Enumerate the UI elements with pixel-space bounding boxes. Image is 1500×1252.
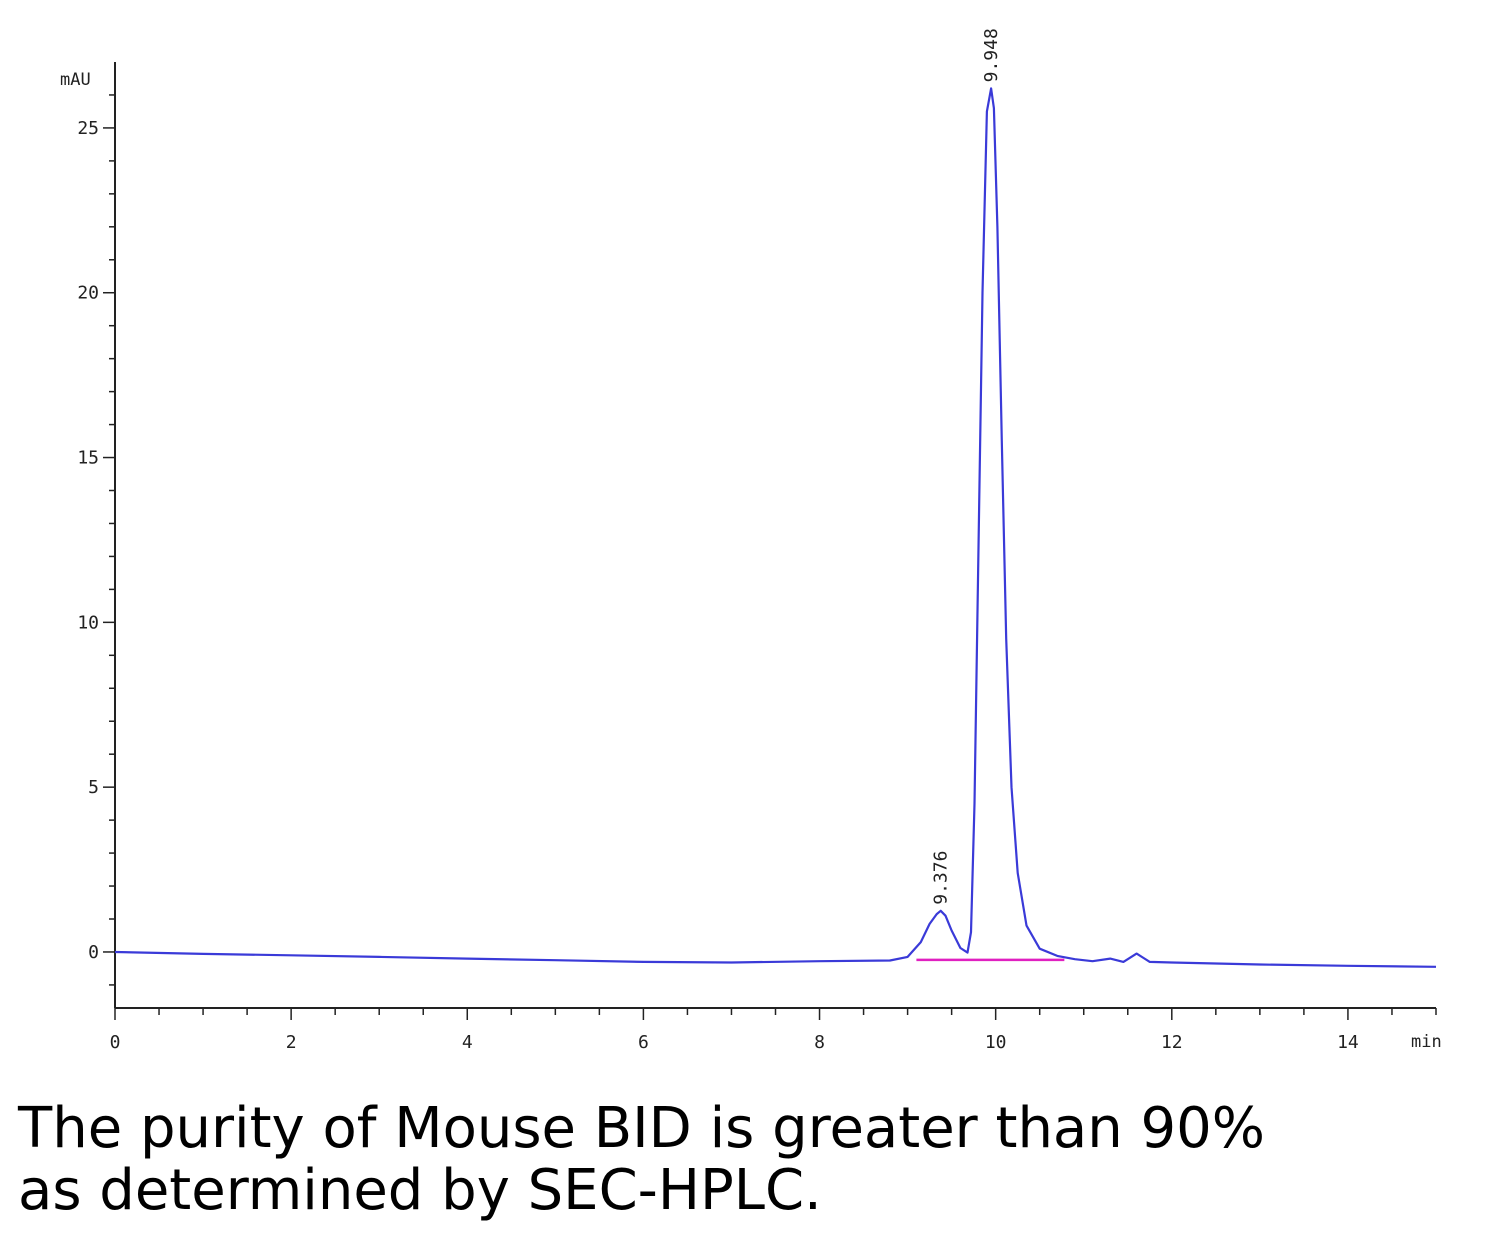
caption-line-2: as determined by SEC-HPLC. — [18, 1158, 822, 1223]
figure-caption: The purity of Mouse BID is greater than … — [18, 1098, 1478, 1222]
peak-label: 9.376 — [931, 851, 952, 905]
x-axis-label: min — [1411, 1032, 1442, 1052]
series-group — [114, 87, 1437, 968]
peak-label: 9.948 — [981, 28, 1002, 82]
x-tick-label: 2 — [286, 1032, 297, 1053]
chromatogram-trace — [114, 87, 1437, 968]
y-tick-label: 20 — [77, 283, 99, 304]
y-tick-label: 10 — [77, 612, 99, 633]
peak-labels: 9.376 9.948 — [931, 28, 1002, 905]
y-tick-label: 5 — [88, 777, 99, 798]
y-tick-label: 0 — [88, 942, 99, 963]
x-tick-label: 14 — [1337, 1032, 1359, 1053]
x-tick-label: 6 — [638, 1032, 649, 1053]
y-tick-label: 25 — [77, 118, 99, 139]
caption-line-1: The purity of Mouse BID is greater than … — [18, 1096, 1266, 1161]
axis-tick-labels: 0 2 4 6 8 10 12 14 0 5 10 15 20 25 — [77, 118, 1358, 1053]
chromatogram-chart: mAU min 0 2 4 6 8 10 12 14 0 5 10 15 20 25 9.376 9.948 — [60, 28, 1442, 1053]
x-tick-label: 12 — [1161, 1032, 1183, 1053]
axis-ticks — [103, 94, 1437, 1020]
x-tick-label: 10 — [985, 1032, 1007, 1053]
y-axis-label: mAU — [60, 70, 91, 90]
y-tick-label: 15 — [77, 448, 99, 469]
x-tick-label: 4 — [462, 1032, 473, 1053]
plot-area: mAU min 0 2 4 6 8 10 12 14 0 5 10 15 20 25 9.376 9.948 — [60, 28, 1442, 1053]
x-tick-label: 0 — [110, 1032, 121, 1053]
x-tick-label: 8 — [814, 1032, 825, 1053]
